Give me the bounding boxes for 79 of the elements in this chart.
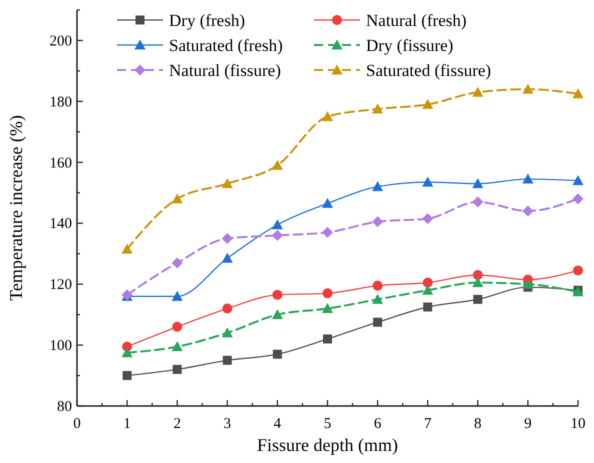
x-tick-label: 8 [474,416,482,432]
x-tick-label: 1 [123,416,131,432]
point [573,265,583,276]
point [172,364,182,374]
point [122,371,132,380]
y-tick-label: 80 [57,399,72,415]
point [522,206,534,217]
y-tick-label: 140 [50,216,72,232]
point [323,334,332,344]
point [372,216,384,228]
point [322,111,333,122]
point [272,230,283,241]
point [172,257,183,268]
point [373,318,382,327]
y-tick-label: 180 [50,94,72,110]
x-tick-label: 10 [570,416,586,432]
point [222,356,232,365]
point [372,181,384,192]
x-tick-label: 3 [224,416,232,432]
x-tick-label: 0 [73,416,81,432]
point [122,347,133,358]
point [422,284,434,295]
point [272,219,283,230]
point [372,280,383,291]
point [122,244,133,254]
legend-label: Dry (fresh) [169,11,245,30]
legend-label: Saturated (fresh) [169,36,283,55]
point [473,294,482,304]
point [272,309,283,320]
point [172,322,182,332]
point [572,175,584,186]
point [172,290,183,301]
point [572,193,584,204]
point [372,104,384,114]
point [572,88,584,98]
point [172,193,183,204]
point [222,252,233,263]
point [423,302,432,312]
legend-label: Natural (fresh) [366,11,467,30]
y-tick-label: 100 [50,338,72,354]
point [472,178,484,188]
point [522,174,534,184]
point [272,290,282,300]
point [522,84,534,94]
point [422,98,434,109]
point [472,270,483,280]
y-tick-label: 200 [50,33,72,50]
legend-label: Dry (fissure) [366,36,454,55]
point [372,294,384,304]
x-tick-label: 2 [173,416,181,432]
point [222,327,233,338]
x-axis-title: Fissure depth (mm) [257,435,398,455]
x-tick-label: 4 [274,416,282,432]
y-tick-label: 160 [50,155,72,172]
point [322,303,333,314]
point [322,198,333,208]
y-tick-label: 120 [50,277,72,294]
point [272,350,282,359]
point [422,213,434,224]
point [322,288,332,298]
y-axis-title: Temperature increase (%) [6,115,26,301]
point [222,178,233,188]
point [422,176,434,187]
x-tick-label: 5 [324,416,332,432]
x-tick-label: 9 [524,416,532,432]
point [222,304,232,314]
point [172,341,183,352]
point [472,86,484,97]
point [472,196,484,208]
point [422,278,433,288]
x-tick-label: 6 [374,416,382,432]
legend-label: Saturated (fissure) [366,61,492,80]
x-tick-label: 7 [424,416,432,432]
legend-label: Natural (fissure) [169,61,281,80]
point [322,226,333,238]
point [222,232,233,244]
point [472,277,484,288]
point [522,278,534,289]
point [272,160,283,170]
